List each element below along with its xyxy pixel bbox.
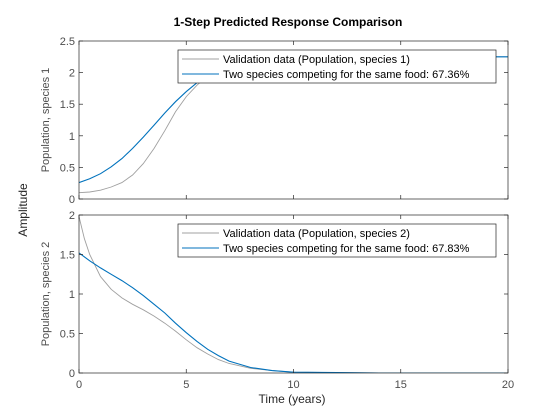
legend-box (177, 223, 497, 258)
x-tick-label: 10 (287, 379, 299, 391)
y-tick-label: 2 (69, 68, 75, 80)
legend-entry-label: Validation data (Population, species 1) (223, 54, 410, 66)
plot-area: 0 0.5 1 1.5 2 2.5 Population, species 1 Validat… (40, 36, 514, 391)
y-tick-label: 0 (69, 368, 75, 380)
legend-entry-label: Two species competing for the same food:… (223, 69, 470, 81)
y-tick-label: 1 (69, 131, 75, 143)
legend: Validation data (Population, species 2) T… (177, 223, 497, 258)
legend: Validation data (Population, species 1) T… (177, 49, 497, 84)
y-tick-label: 1 (69, 289, 75, 301)
y-tick-label: 0 (69, 194, 75, 206)
y-axis-label: Population, species 2 (40, 242, 52, 347)
x-tick-label: 20 (502, 379, 514, 391)
shared-y-axis-label: Amplitude (16, 183, 30, 237)
x-tick-label: 15 (395, 379, 407, 391)
chart-title: 1-Step Predicted Response Comparison (174, 15, 403, 29)
x-tick-label: 5 (183, 379, 189, 391)
y-tick-label: 2.5 (60, 36, 75, 48)
legend-box (177, 49, 497, 84)
axes-1: 0 0.5 1 1.5 2 2.5 Population, species 1 Validat… (40, 36, 509, 206)
x-axis-label: Time (years) (259, 392, 326, 406)
y-axis-label: Population, species 1 (40, 68, 52, 173)
legend-entry-label: Two species competing for the same food:… (223, 243, 470, 255)
legend-entry-label: Validation data (Population, species 2) (223, 228, 410, 240)
y-tick-label: 1.5 (60, 250, 75, 262)
x-tick-label: 0 (76, 379, 82, 391)
y-tick-label: 1.5 (60, 99, 75, 111)
y-tick-label: 0.5 (60, 162, 75, 174)
y-tick-label: 0.5 (60, 329, 75, 341)
y-tick-label: 2 (69, 210, 75, 222)
